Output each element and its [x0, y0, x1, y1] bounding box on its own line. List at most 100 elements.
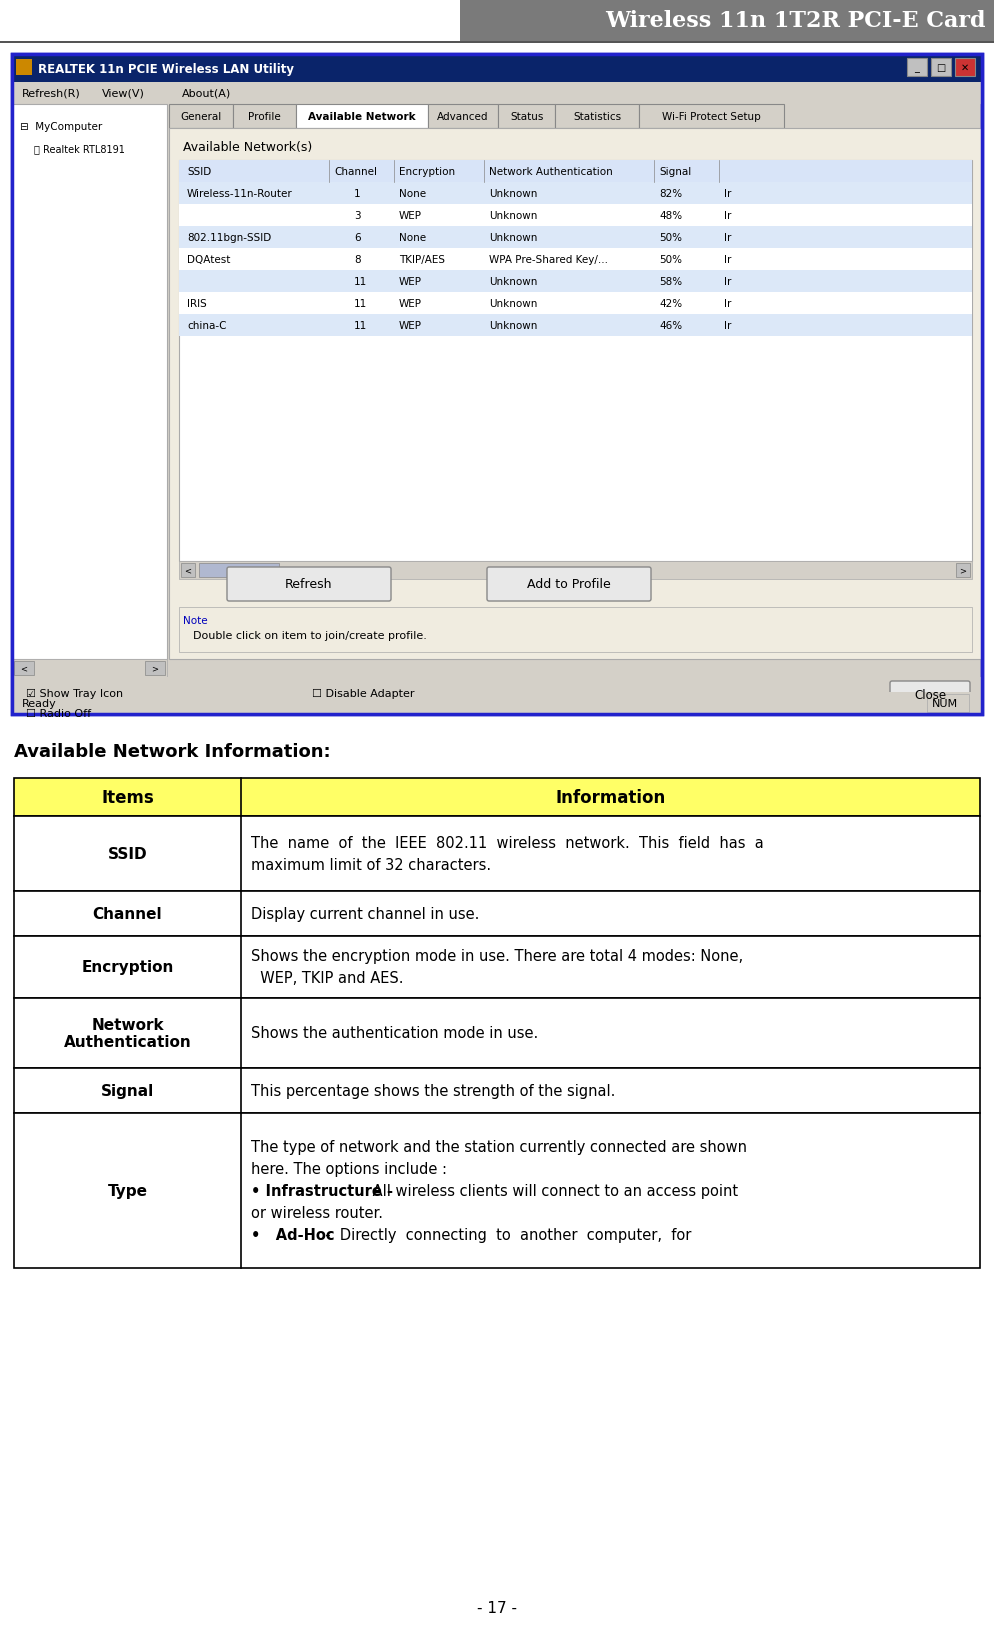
Bar: [460, 0, 994, 42]
Bar: [179, 183, 972, 205]
Text: ☐ Radio Off: ☐ Radio Off: [26, 709, 91, 719]
Text: View(V): View(V): [102, 90, 145, 99]
Text: Wi-Fi Protect Setup: Wi-Fi Protect Setup: [662, 112, 761, 122]
FancyBboxPatch shape: [227, 567, 391, 601]
Text: Ir: Ir: [724, 321, 732, 331]
Text: Encryption: Encryption: [399, 166, 455, 178]
Text: here. The options include :: here. The options include :: [251, 1161, 447, 1177]
Bar: [927, 694, 969, 712]
FancyBboxPatch shape: [487, 567, 651, 601]
Bar: [296, 104, 427, 129]
Text: 11: 11: [354, 277, 367, 287]
Text: Shows the authentication mode in use.: Shows the authentication mode in use.: [251, 1025, 539, 1042]
Text: The  name  of  the  IEEE  802.11  wireless  network.  This  field  has  a: The name of the IEEE 802.11 wireless net…: [251, 836, 763, 851]
Text: Signal: Signal: [659, 166, 691, 178]
Text: Display current channel in use.: Display current channel in use.: [251, 906, 479, 921]
Text: IRIS: IRIS: [187, 298, 207, 308]
Text: □: □: [936, 64, 945, 73]
Text: 802.11bgn-SSID: 802.11bgn-SSID: [187, 233, 271, 243]
Bar: [181, 564, 195, 577]
Text: Unknown: Unknown: [489, 233, 538, 243]
Text: Network Authentication: Network Authentication: [489, 166, 612, 178]
Text: 82%: 82%: [659, 189, 682, 199]
Text: Refresh: Refresh: [285, 579, 333, 592]
Text: Unknown: Unknown: [489, 189, 538, 199]
Text: Add to Profile: Add to Profile: [527, 579, 611, 592]
Text: 8: 8: [354, 254, 361, 264]
Bar: [12, 693, 982, 714]
Text: SSID: SSID: [187, 166, 212, 178]
Bar: [169, 104, 233, 129]
Text: WEP: WEP: [399, 321, 422, 331]
Text: Advanced: Advanced: [437, 112, 489, 122]
Text: Double click on item to join/create profile.: Double click on item to join/create prof…: [193, 631, 426, 641]
Text: All wireless clients will connect to an access point: All wireless clients will connect to an …: [368, 1183, 739, 1198]
Bar: [931, 59, 951, 77]
Bar: [145, 662, 165, 675]
Bar: [179, 227, 972, 249]
Text: Channel: Channel: [334, 166, 377, 178]
Bar: [639, 104, 784, 129]
Bar: [179, 562, 972, 580]
Text: 58%: 58%: [659, 277, 682, 287]
Text: SSID: SSID: [107, 846, 147, 862]
Text: Ir: Ir: [724, 298, 732, 308]
Text: ⊟  MyComputer: ⊟ MyComputer: [20, 122, 102, 132]
Bar: [179, 315, 972, 337]
Bar: [179, 161, 972, 562]
Bar: [179, 161, 972, 183]
Bar: [14, 1113, 980, 1268]
Bar: [169, 129, 982, 660]
Text: •   Ad-Hoc: • Ad-Hoc: [251, 1227, 335, 1242]
Text: Unknown: Unknown: [489, 298, 538, 308]
Bar: [12, 83, 982, 104]
Text: Network
Authentication: Network Authentication: [64, 1017, 192, 1050]
Text: 3: 3: [354, 210, 361, 220]
Bar: [12, 55, 982, 714]
Text: 48%: 48%: [659, 210, 682, 220]
Text: Unknown: Unknown: [489, 210, 538, 220]
Bar: [14, 817, 980, 892]
Text: Available Network Information:: Available Network Information:: [14, 743, 331, 761]
Text: Shows the encryption mode in use. There are total 4 modes: None,: Shows the encryption mode in use. There …: [251, 949, 744, 963]
Text: Status: Status: [510, 112, 544, 122]
Text: Unknown: Unknown: [489, 321, 538, 331]
Text: Unknown: Unknown: [489, 277, 538, 287]
Text: Encryption: Encryption: [82, 960, 174, 975]
Text: Profile: Profile: [248, 112, 280, 122]
Text: maximum limit of 32 characters.: maximum limit of 32 characters.: [251, 857, 491, 872]
Bar: [199, 564, 279, 577]
Bar: [907, 59, 927, 77]
Bar: [14, 779, 980, 817]
Text: 🖥 Realtek RTL8191: 🖥 Realtek RTL8191: [34, 143, 125, 153]
Text: Wireless-11n-Router: Wireless-11n-Router: [187, 189, 293, 199]
Bar: [179, 249, 972, 271]
Bar: [12, 678, 982, 714]
Text: or wireless router.: or wireless router.: [251, 1205, 383, 1221]
Text: Wireless 11n 1T2R PCI-E Card: Wireless 11n 1T2R PCI-E Card: [605, 10, 986, 33]
Text: WEP: WEP: [399, 210, 422, 220]
Text: -  Directly  connecting  to  another  computer,  for: - Directly connecting to another compute…: [316, 1227, 692, 1242]
Text: - 17 -: - 17 -: [477, 1601, 517, 1615]
Text: Statistics: Statistics: [573, 112, 621, 122]
Bar: [427, 104, 498, 129]
Text: <: <: [21, 663, 28, 673]
Bar: [179, 271, 972, 293]
Text: Ready: Ready: [22, 699, 57, 709]
Text: WEP, TKIP and AES.: WEP, TKIP and AES.: [251, 971, 404, 986]
Bar: [12, 55, 982, 83]
Bar: [14, 1068, 980, 1113]
Text: Signal: Signal: [100, 1084, 154, 1099]
Text: ✕: ✕: [961, 64, 969, 73]
Bar: [179, 205, 972, 227]
Text: Ir: Ir: [724, 277, 732, 287]
Text: Close: Close: [913, 689, 946, 703]
Text: ☐ Disable Adapter: ☐ Disable Adapter: [312, 688, 414, 699]
Text: This percentage shows the strength of the signal.: This percentage shows the strength of th…: [251, 1084, 615, 1099]
Text: About(A): About(A): [182, 90, 232, 99]
Text: 42%: 42%: [659, 298, 682, 308]
Text: Type: Type: [107, 1183, 147, 1198]
Text: The type of network and the station currently connected are shown: The type of network and the station curr…: [251, 1139, 747, 1154]
Bar: [14, 999, 980, 1068]
Bar: [12, 55, 982, 714]
